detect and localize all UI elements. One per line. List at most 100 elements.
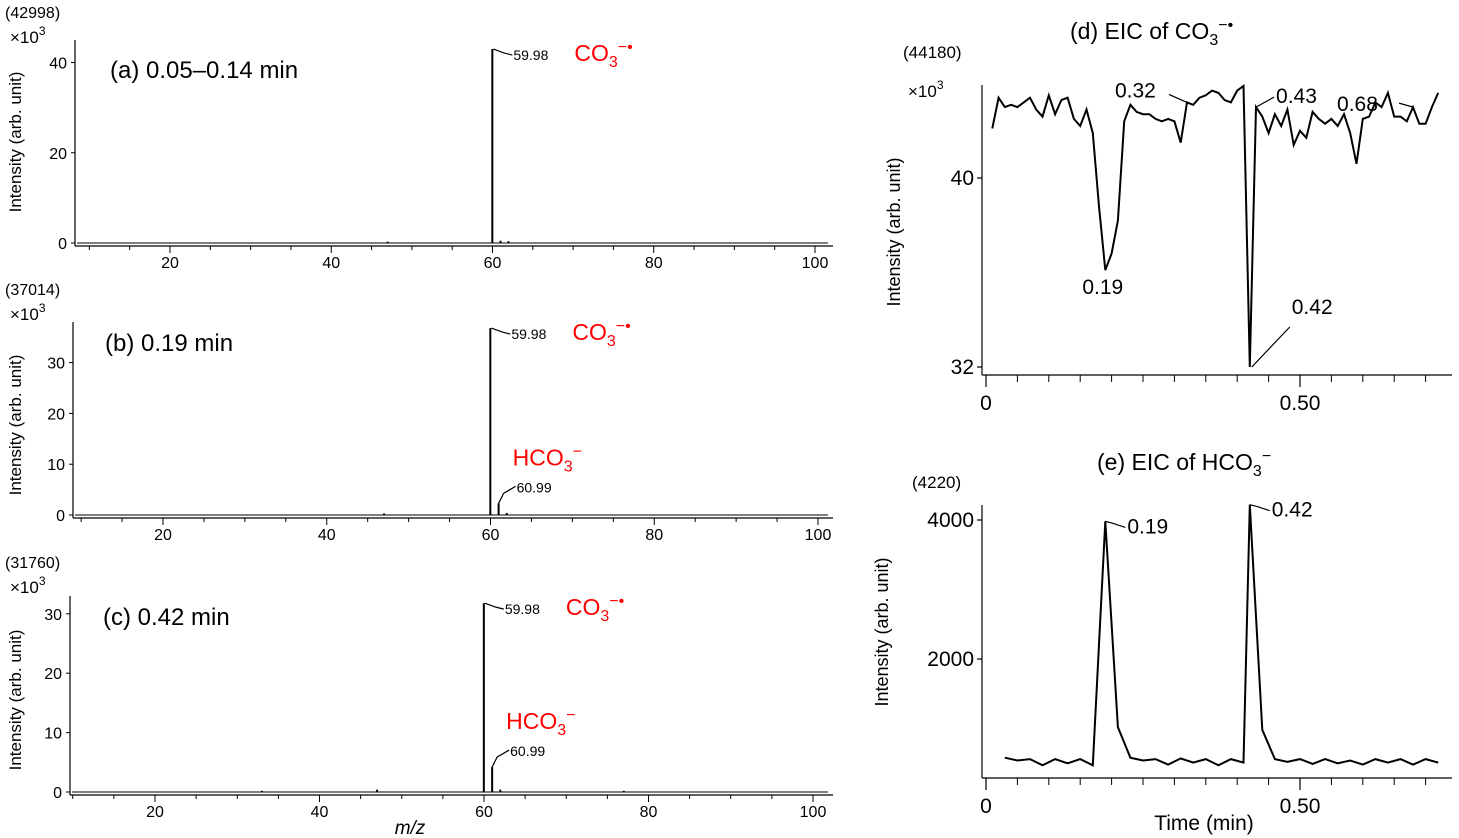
ion-label-co3-c-sub: 3 [600, 608, 609, 625]
panel-title-e: (e) EIC of HCO3− [1097, 448, 1271, 480]
y-tick-label-a: 0 [58, 236, 67, 253]
x-tick-label-a: 80 [645, 255, 663, 272]
ion-label-hco3-c: HCO3− [506, 707, 575, 739]
ion-label-hco3-b: HCO3− [513, 443, 582, 475]
y-tick-label-b: 10 [47, 457, 65, 474]
multiplier-c: ×103 [10, 574, 46, 597]
ion-label-hco3-b-base: HCO [513, 444, 564, 470]
y-tick-label-a: 40 [49, 56, 67, 73]
peak-label-c: 59.98 [505, 601, 540, 617]
peak-leader-b [498, 485, 516, 504]
point-label-d: 0.68 [1337, 93, 1378, 116]
y-tick-label-b: 0 [56, 508, 65, 525]
multiplier-base-a: ×10 [10, 28, 39, 47]
y-tick-label-a: 20 [49, 146, 67, 163]
ion-label-co3-a-base: CO [574, 40, 609, 66]
point-label-d: 0.32 [1115, 79, 1156, 102]
point-label-e: 0.42 [1272, 499, 1313, 522]
x-tick-label-b: 40 [318, 527, 336, 544]
max-intensity-d: (44180) [903, 43, 962, 62]
point-leader-d [1251, 326, 1291, 368]
multiplier-exp-a: 3 [39, 24, 46, 38]
ion-label-co3-a-sub: 3 [609, 54, 618, 71]
peak-label-a: 59.98 [513, 47, 548, 63]
panel-title-c: (c) 0.42 min [103, 604, 230, 631]
y-tick-label-d: 40 [951, 167, 974, 190]
y-axis-label-e: Intensity (arb. unit) [872, 557, 892, 706]
panel-title-sub-d: 3 [1209, 32, 1218, 49]
multiplier-exp-d: 3 [937, 78, 944, 92]
multiplier-base-b: ×10 [10, 305, 39, 324]
y-axis-label-c: Intensity (arb. unit) [6, 630, 25, 771]
x-tick-label-b: 80 [645, 527, 663, 544]
point-label-d: 0.43 [1276, 85, 1317, 108]
peak-label-b: 60.99 [517, 479, 552, 495]
y-tick-label-e: 4000 [927, 509, 974, 532]
panel-title-sup-d: −• [1218, 17, 1233, 34]
peak-leader-b [491, 327, 511, 335]
eic-trace-d [991, 83, 1440, 368]
ion-label-co3-c: CO3−• [566, 593, 624, 625]
x-tick-label-c: 100 [800, 804, 827, 821]
panel-title-main-d: (d) EIC of CO [1070, 18, 1209, 44]
point-leader-e [1105, 520, 1126, 528]
peak-label-c: 60.99 [510, 743, 545, 759]
multiplier-b: ×103 [10, 301, 46, 324]
multiplier-base-c: ×10 [10, 578, 39, 597]
ion-label-hco3-c-sup: − [566, 707, 575, 724]
point-leader-d [1255, 96, 1275, 108]
multiplier-a: ×103 [10, 24, 46, 47]
panel-title-sup-e: − [1262, 448, 1271, 465]
ion-label-co3-b-sub: 3 [607, 333, 616, 350]
ion-label-hco3-b-sub: 3 [564, 458, 573, 475]
point-leader-e [1249, 504, 1270, 512]
max-intensity-e: (4220) [912, 473, 961, 492]
peak-leader-c [484, 602, 504, 610]
point-label-d: 0.42 [1292, 296, 1333, 319]
ion-label-hco3-b-sup: − [573, 443, 582, 460]
x-tick-label-b: 60 [482, 527, 500, 544]
x-tick-label-b: 100 [805, 527, 832, 544]
peak-leader-a [493, 48, 513, 56]
ion-label-hco3-c-base: HCO [506, 708, 557, 734]
point-leader-d [1168, 93, 1188, 103]
y-tick-label-b: 20 [47, 406, 65, 423]
x-tick-label-e: 0.50 [1280, 795, 1321, 818]
x-tick-label-d: 0 [980, 392, 992, 415]
ion-label-co3-b-sup: −• [616, 318, 631, 335]
point-label-d: 0.19 [1082, 276, 1123, 299]
x-tick-label-a: 20 [161, 255, 179, 272]
y-axis-label-d: Intensity (arb. unit) [884, 157, 904, 306]
x-tick-label-a: 100 [802, 255, 829, 272]
panel-title-d: (d) EIC of CO3−• [1070, 17, 1233, 49]
x-tick-label-c: 60 [475, 804, 493, 821]
eic-trace-e [1004, 504, 1439, 767]
panel-title-a: (a) 0.05–0.14 min [110, 57, 298, 84]
y-tick-label-d: 32 [951, 356, 974, 379]
x-tick-label-d: 0.50 [1280, 392, 1321, 415]
peak-label-b: 59.98 [511, 326, 546, 342]
ion-label-co3-b: CO3−• [572, 318, 630, 350]
point-leader-d [1398, 102, 1414, 108]
x-tick-label-e: 0 [980, 795, 992, 818]
ion-label-co3-b-base: CO [572, 319, 607, 345]
max-intensity-b: (37014) [5, 282, 60, 299]
multiplier-exp-c: 3 [39, 574, 46, 588]
ion-label-hco3-c-sub: 3 [557, 722, 566, 739]
x-tick-label-c: 20 [146, 804, 164, 821]
y-axis-label-b: Intensity (arb. unit) [6, 355, 25, 496]
multiplier-base-d: ×10 [908, 82, 937, 101]
ion-label-co3-c-base: CO [566, 594, 601, 620]
y-tick-label-c: 0 [53, 785, 62, 802]
ion-label-co3-a-sup: −• [618, 39, 633, 56]
max-intensity-a: (42998) [5, 5, 60, 22]
x-tick-label-c: 40 [311, 804, 329, 821]
y-tick-label-c: 10 [44, 726, 62, 743]
panel-title-main-e: (e) EIC of HCO [1097, 449, 1253, 475]
y-tick-label-e: 2000 [927, 648, 974, 671]
max-intensity-c: (31760) [5, 555, 60, 572]
ion-label-co3-c-sup: −• [609, 593, 624, 610]
x-tick-label-c: 80 [640, 804, 658, 821]
y-tick-label-c: 20 [44, 666, 62, 683]
